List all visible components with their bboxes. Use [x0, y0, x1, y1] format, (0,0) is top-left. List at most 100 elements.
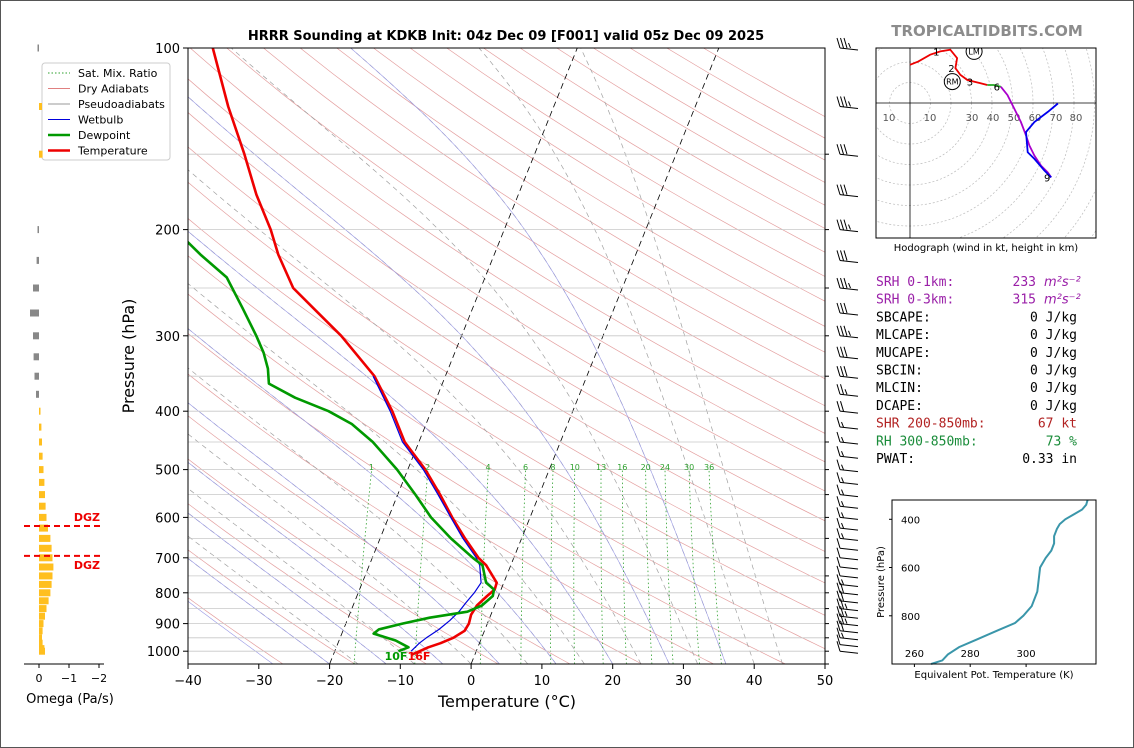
stat-value: 0 J/kg	[1030, 399, 1077, 414]
barb-flag	[840, 384, 844, 395]
barb-shaft	[839, 527, 859, 531]
stat-label: MLCIN:	[876, 381, 923, 396]
stat-value: 315	[1013, 293, 1036, 308]
mixing-ratio-label: 36	[704, 463, 714, 472]
barb-flag	[843, 37, 848, 49]
hodograph-ring-label: 30	[966, 113, 979, 124]
hodograph-height-label: 2	[948, 64, 954, 75]
barb-flag	[836, 325, 841, 336]
barb-flag	[836, 634, 841, 645]
barb-flag	[836, 384, 841, 395]
theta-e-xlabel: Equivalent Pot. Temperature (K)	[914, 670, 1073, 681]
mixing-ratio-label: 10	[570, 463, 580, 472]
barb-flag	[836, 484, 841, 495]
barb-half-flag	[841, 477, 844, 483]
omega-bar	[39, 589, 51, 597]
legend-label: Pseudoadiabats	[78, 98, 165, 111]
hodograph-segment	[1000, 86, 1052, 178]
omega-bar	[39, 452, 43, 460]
barb-shaft	[839, 592, 859, 596]
barb-flag	[836, 346, 841, 357]
barb-shaft	[839, 644, 859, 648]
mixing-ratio-label: 1	[369, 463, 374, 472]
stat-value: 0 J/kg	[1030, 328, 1077, 343]
x-tick-label: 40	[746, 674, 763, 689]
theta-e-frame	[891, 499, 1097, 665]
skewt-legend: Sat. Mix. Ratio Dry Adiabats Pseudoadiabat…	[41, 62, 171, 161]
barb-flag	[840, 598, 844, 609]
hodograph-ring-label: 80	[1070, 113, 1083, 124]
stat-value: 233	[1013, 275, 1036, 290]
barb-half-flag	[841, 501, 844, 507]
y-tick-label: 300	[155, 330, 180, 345]
omega-bar	[39, 438, 42, 446]
legend-label: Sat. Mix. Ratio	[78, 67, 158, 80]
y-tick-label: 500	[155, 464, 180, 479]
barb-half-flag	[841, 421, 844, 428]
x-tick-label: 10	[534, 674, 551, 689]
omega-bar	[39, 491, 45, 499]
barb-shaft	[839, 259, 859, 263]
dry-adiabat-line	[188, 597, 284, 664]
omega-bar	[33, 284, 39, 292]
dry-adiabat-line	[188, 78, 825, 492]
skewt-background-lines	[188, 48, 825, 664]
barb-half-flag	[848, 224, 851, 230]
hodograph-height-label: 6	[994, 83, 1000, 94]
omega-bar	[39, 580, 52, 588]
barb-half-flag	[848, 101, 851, 107]
barb-shaft	[839, 600, 859, 604]
x-tick-label: 0	[467, 674, 475, 689]
stat-label: SRH 0-3km:	[876, 293, 954, 308]
omega-bar	[39, 544, 52, 552]
barb-flag	[836, 184, 841, 195]
hodograph-ring-label: 60	[1029, 113, 1042, 124]
barb-flag	[840, 401, 844, 412]
barb-flag	[836, 528, 841, 539]
barb-flag	[836, 556, 841, 568]
barb-flag	[836, 574, 841, 585]
barb-flag	[836, 416, 841, 428]
hodograph-ring-label: 70	[1050, 113, 1063, 124]
barb-flag	[836, 144, 841, 155]
surface-dewpoint-label: 10F	[385, 650, 408, 663]
barb-shaft	[839, 426, 859, 430]
omega-bar	[39, 407, 41, 415]
barb-flag	[836, 598, 841, 609]
barb-flag	[840, 620, 844, 631]
y-tick-label: 200	[155, 224, 180, 239]
omega-bar	[39, 627, 43, 635]
barb-shaft	[839, 566, 859, 570]
series-temperature-line	[211, 48, 499, 656]
y-tick-label: 800	[155, 587, 180, 602]
barb-shaft	[839, 410, 859, 414]
skewt-ylabel: Pressure (hPa)	[119, 299, 138, 414]
omega-bar	[39, 620, 44, 628]
barb-flag	[836, 302, 841, 314]
barb-shaft	[839, 375, 859, 379]
barb-flag	[836, 582, 841, 593]
barb-half-flag	[841, 436, 844, 443]
storm-motion-label: RM	[946, 78, 959, 87]
mixing-ratio-label: 20	[641, 463, 651, 472]
pseudoadiabat-line	[231, 48, 698, 664]
barb-flag	[836, 538, 841, 549]
barb-half-flag	[841, 451, 844, 457]
barb-flag	[836, 641, 841, 652]
barb-flag	[836, 37, 841, 49]
barb-flag	[836, 517, 841, 529]
y-tick-label: 600	[155, 511, 180, 526]
dry-adiabat-line	[226, 48, 825, 434]
barb-flag	[836, 507, 841, 518]
barb-half-flag	[844, 389, 848, 395]
barb-flag	[836, 627, 841, 638]
stat-value: 0 J/kg	[1030, 364, 1077, 379]
barb-half-flag	[844, 611, 848, 617]
omega-bar	[37, 44, 39, 52]
omega-tick-label: 0	[36, 672, 43, 685]
dry-adiabat-line	[188, 458, 499, 664]
hodograph-ring-label: 40	[987, 113, 1000, 124]
dry-adiabat-line	[189, 48, 825, 463]
hodograph-ring-label: 10	[924, 113, 937, 124]
barb-shaft	[839, 153, 859, 157]
